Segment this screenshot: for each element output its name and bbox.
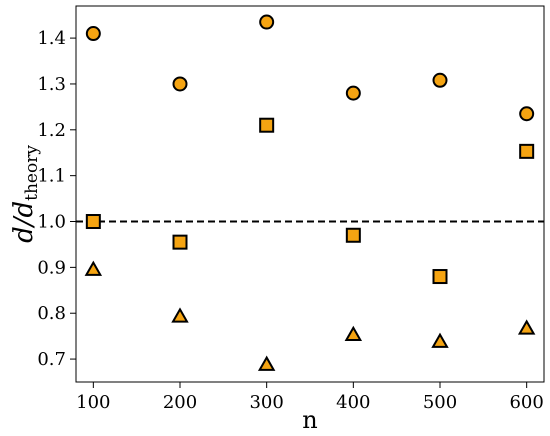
y-tick-label: 1.1 — [37, 166, 66, 187]
circle-point — [259, 14, 275, 30]
x-axis-label: n — [302, 406, 317, 434]
square-point — [519, 143, 535, 159]
y-tick-label: 1.0 — [37, 212, 66, 233]
y-tick-label: 0.9 — [37, 257, 66, 278]
data-points-layer — [84, 14, 536, 371]
y-axis-label-subscript: theory — [22, 145, 42, 201]
circle-point — [172, 76, 188, 92]
triangle-point — [344, 325, 363, 342]
x-tick-label: 300 — [249, 392, 283, 413]
y-tick-label: 1.4 — [37, 28, 66, 49]
square-point — [259, 117, 275, 133]
square-point — [432, 269, 448, 285]
y-axis-label-main: d/d — [9, 201, 39, 243]
y-axis-label: d/dtheory — [9, 145, 42, 243]
square-point — [345, 227, 361, 243]
ticks-layer: 100 200 300 400 500 600 0.7 0.8 0.9 1.0 1.1 1.2 1.3 1… — [37, 28, 543, 413]
circle-point — [519, 106, 535, 122]
square-point — [172, 234, 188, 250]
x-tick-label: 100 — [76, 392, 110, 413]
triangle-point — [171, 307, 189, 323]
y-tick-label: 0.8 — [37, 303, 66, 324]
triangle-point — [257, 355, 276, 371]
x-tick-label: 400 — [336, 392, 370, 413]
circle-point — [85, 26, 101, 42]
y-tick-label: 1.2 — [37, 120, 66, 141]
x-tick-label: 600 — [509, 392, 543, 413]
triangle-point — [431, 332, 449, 348]
triangle-point — [84, 260, 103, 276]
square-point — [85, 214, 101, 230]
x-tick-label: 500 — [423, 392, 457, 413]
x-tick-label: 200 — [163, 392, 197, 413]
y-tick-label: 1.3 — [37, 74, 66, 95]
y-tick-label: 0.7 — [37, 349, 66, 370]
plot-frame — [75, 5, 545, 383]
triangle-point — [517, 319, 536, 335]
circle-point — [432, 72, 448, 88]
circle-point — [345, 85, 361, 101]
